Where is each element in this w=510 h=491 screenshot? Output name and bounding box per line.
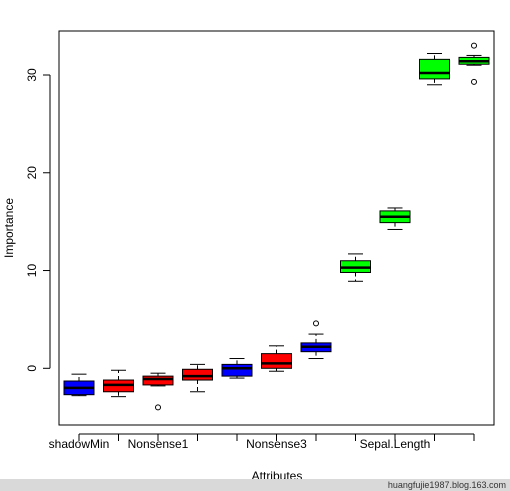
box-9 — [379, 207, 411, 230]
box-7 — [300, 320, 332, 360]
y-axis-title: Importance — [2, 198, 16, 258]
x-tick-label: Nonsense3 — [246, 437, 307, 451]
watermark-text: huangfujie1987.blog.163.com — [387, 480, 506, 490]
y-tick-label: 0 — [25, 365, 39, 372]
box-10 — [419, 52, 450, 86]
box-iqr — [261, 353, 292, 369]
outlier-point — [155, 404, 161, 411]
x-tick-label: shadowMin — [49, 437, 110, 451]
y-tick-label: 10 — [25, 264, 39, 278]
box-1 — [63, 373, 95, 397]
box-iqr — [221, 363, 253, 377]
x-tick-label: Sepal.Length — [360, 437, 431, 451]
plot-frame — [58, 30, 495, 426]
outlier-point — [313, 320, 319, 327]
box-4 — [182, 363, 213, 393]
outlier-point — [471, 78, 477, 85]
box-11 — [458, 42, 490, 85]
y-tick-label: 20 — [25, 166, 39, 180]
box-iqr — [182, 368, 213, 381]
box-5 — [221, 358, 253, 379]
y-tick-label: 30 — [25, 68, 39, 82]
box-6 — [261, 345, 292, 372]
x-axis: shadowMin Nonsense1 Nonsense3 Sepal.Length — [49, 433, 475, 451]
box-3 — [142, 372, 174, 411]
box-8 — [340, 253, 371, 282]
outlier-point — [471, 42, 477, 49]
watermark-bar: huangfujie1987.blog.163.com — [0, 479, 510, 491]
x-tick-label: Nonsense1 — [128, 437, 189, 451]
box-2 — [103, 369, 134, 398]
box-iqr — [419, 58, 450, 80]
box-iqr — [142, 375, 174, 386]
y-axis: 0 10 20 30 — [25, 68, 51, 372]
box-series — [63, 42, 490, 411]
